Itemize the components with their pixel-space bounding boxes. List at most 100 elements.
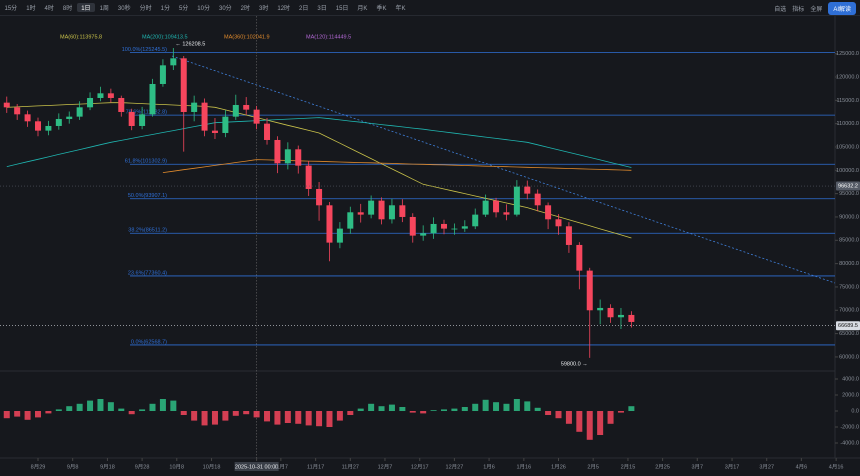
interval-button[interactable]: 5分: [178, 6, 189, 12]
candle-body: [472, 214, 479, 227]
macd-bar: [139, 409, 146, 411]
interval-button[interactable]: 10分: [197, 6, 210, 12]
candle-body: [493, 200, 500, 213]
candle-body: [461, 226, 468, 229]
macd-bar: [565, 411, 572, 424]
candle-body: [347, 212, 354, 229]
interval-button[interactable]: 3时: [259, 6, 269, 12]
interval-button[interactable]: 年K: [395, 6, 406, 12]
candle-body: [368, 200, 375, 215]
macd-bar: [368, 403, 375, 411]
interval-button[interactable]: 8时: [62, 6, 73, 12]
candle-body: [128, 111, 135, 126]
interval-button[interactable]: 季K: [376, 6, 387, 12]
candle-body: [76, 107, 83, 117]
candle-body: [211, 130, 218, 133]
y-tick-label: 2000.0: [842, 392, 859, 398]
interval-button[interactable]: 15分: [4, 6, 18, 12]
macd-bar: [128, 411, 135, 415]
candle-body: [24, 114, 31, 122]
x-tick-label: 12月27: [446, 463, 464, 470]
toolbar-action[interactable]: 指标: [792, 7, 805, 13]
candle-body: [295, 149, 302, 166]
y-tick-label: -2000.0: [840, 424, 859, 430]
macd-bar: [180, 411, 187, 415]
macd-bar: [357, 408, 364, 411]
interval-button[interactable]: 2时: [240, 6, 251, 12]
macd-bar: [513, 399, 520, 411]
fib-label: 78.6%(111832.8): [126, 110, 168, 116]
candle-body: [3, 102, 10, 108]
interval-button[interactable]: 2日: [299, 6, 309, 12]
candle-body: [576, 244, 583, 271]
candle-body: [524, 186, 531, 194]
candle-body: [597, 307, 604, 311]
x-tick-label: 9月28: [135, 463, 150, 470]
fib-label: 23.6%(77360.4): [128, 270, 167, 276]
macd-bar: [253, 411, 260, 418]
macd-bar: [451, 408, 458, 411]
macd-bar: [326, 411, 333, 427]
macd-bar: [493, 402, 500, 411]
x-tick-label: 12月7: [378, 463, 393, 470]
interval-button[interactable]: 3日: [317, 6, 327, 12]
y-tick-label: 100000.0: [836, 168, 859, 174]
y-tick-label: 110000.0: [836, 121, 859, 127]
interval-button[interactable]: 1时: [26, 6, 36, 12]
macd-bar: [87, 400, 94, 411]
ai-button[interactable]: AI解读: [828, 2, 856, 15]
x-tick-label: 1月16: [516, 463, 531, 470]
candle-body: [191, 102, 198, 112]
interval-button[interactable]: 12时: [277, 6, 291, 12]
legend-entry: MA(360):102041.9: [224, 34, 270, 40]
candle-body: [243, 104, 250, 110]
macd-bar: [45, 411, 52, 414]
x-tick-label: 3月27: [759, 463, 774, 470]
macd-bar: [232, 411, 239, 416]
price-tag: 66689.5: [838, 323, 858, 329]
interval-button[interactable]: 分时: [139, 6, 152, 12]
macd-bar: [461, 407, 468, 411]
macd-bar: [607, 411, 614, 424]
candle-body: [87, 97, 94, 108]
toolbar-action[interactable]: 自选: [774, 7, 787, 13]
macd-bar: [420, 411, 427, 414]
fib-label: 61.8%(101302.9): [125, 159, 167, 165]
candle-body: [378, 200, 385, 220]
x-tick-label: 2025-10-31 00:00: [235, 464, 278, 470]
interval-button[interactable]: 30秒: [117, 6, 131, 12]
macd-bar: [555, 411, 562, 419]
macd-bar: [399, 407, 406, 411]
macd-bar: [534, 407, 541, 411]
legend-entry: MA(60):113975.8: [60, 34, 102, 40]
macd-bar: [34, 411, 41, 418]
macd-bar: [24, 411, 31, 420]
interval-button[interactable]: 月K: [357, 6, 368, 12]
interval-button[interactable]: 1日: [76, 3, 96, 12]
y-tick-label: 105000.0: [836, 144, 859, 150]
candle-body: [430, 223, 437, 234]
macd-bar: [524, 401, 531, 411]
interval-button[interactable]: 30分: [218, 6, 232, 12]
interval-button[interactable]: 1分: [160, 6, 170, 12]
interval-button[interactable]: 1周: [99, 6, 109, 12]
x-tick-label: 4月16: [829, 463, 844, 470]
candle-body: [534, 193, 541, 206]
fib-label: 38.2%(86511.2): [128, 228, 167, 234]
candle-body: [45, 125, 52, 131]
interval-button[interactable]: 15日: [335, 6, 349, 12]
x-tick-label: 1月6: [483, 463, 495, 470]
x-tick-label: 11月7: [274, 463, 288, 470]
macd-bar: [107, 402, 114, 411]
x-tick-label: 4月6: [796, 463, 808, 470]
candle-body: [409, 216, 416, 236]
candle-body: [34, 121, 41, 131]
candle-body: [253, 109, 260, 124]
candle-body: [628, 314, 635, 322]
toolbar-action[interactable]: 全屏: [810, 7, 823, 13]
candle-body: [399, 205, 406, 217]
interval-button[interactable]: 4时: [44, 6, 54, 12]
candle-body: [232, 104, 239, 117]
candle-body: [284, 149, 291, 164]
